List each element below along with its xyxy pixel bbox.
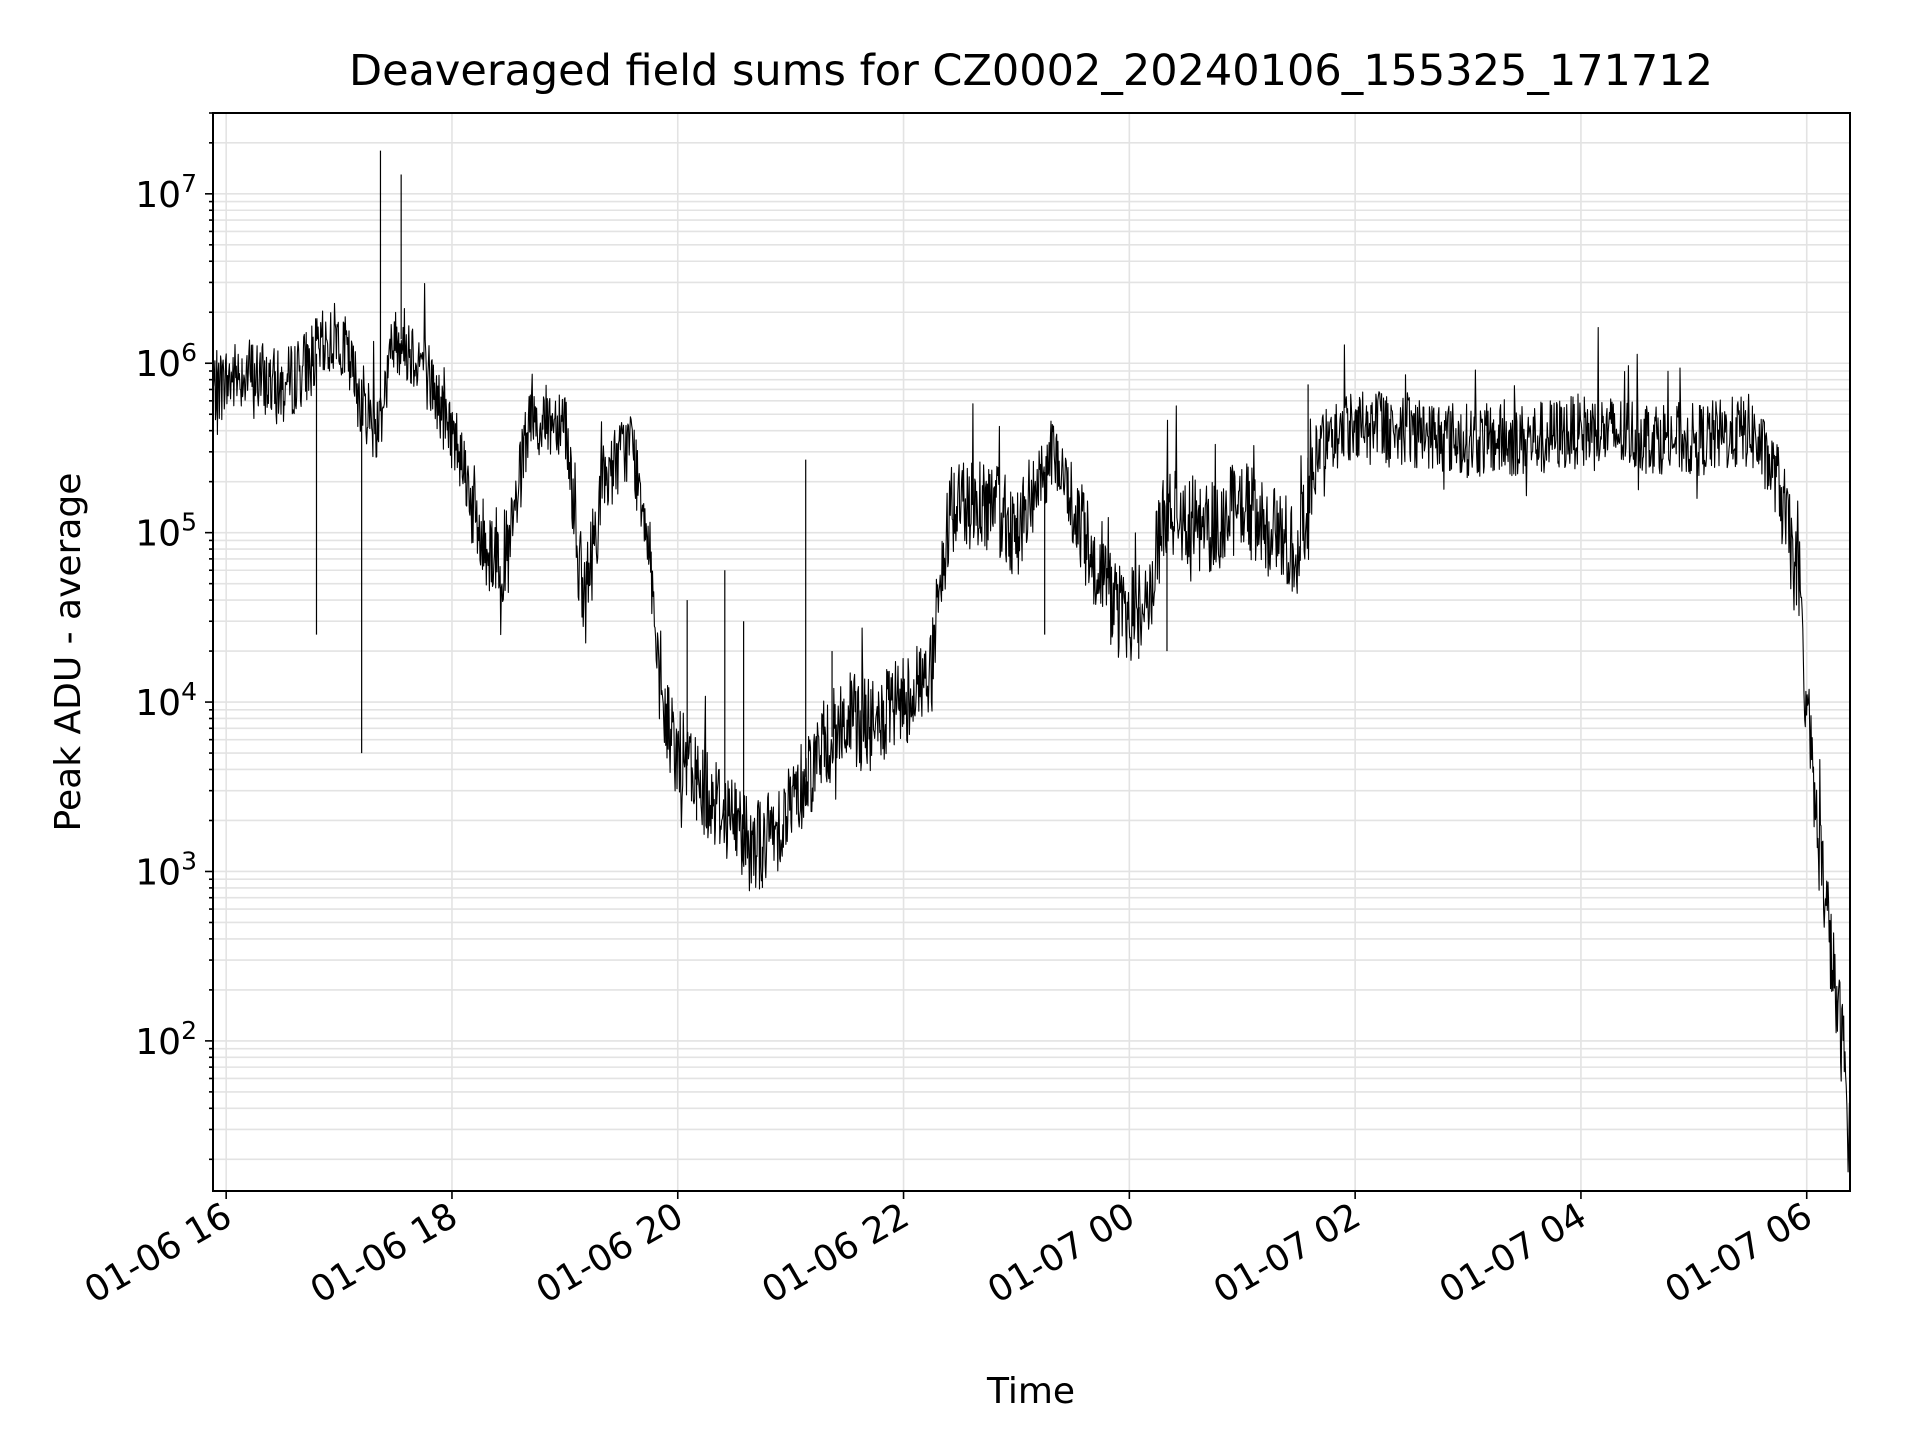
y-tick-label: 102: [135, 1016, 197, 1063]
plot-frame: [212, 112, 1851, 1192]
y-tick-label: 103: [135, 846, 197, 893]
x-axis-label: Time: [986, 1371, 1075, 1412]
y-tick-label: 107: [135, 169, 197, 216]
y-tick-label: 104: [135, 677, 197, 724]
plot-area: [212, 150, 1851, 1183]
series-line: [212, 283, 1851, 1183]
y-axis-label: Peak ADU - average: [48, 473, 89, 832]
axis-ticks: [205, 112, 1808, 1199]
y-tick-label: 106: [135, 338, 197, 385]
chart-title: Deaveraged field sums for CZ0002_2024010…: [349, 46, 1713, 96]
spike-lines: [315, 150, 1309, 888]
y-tick-labels: 102 103 104 105 106 107: [135, 169, 197, 1063]
y-tick-label: 105: [135, 508, 197, 555]
